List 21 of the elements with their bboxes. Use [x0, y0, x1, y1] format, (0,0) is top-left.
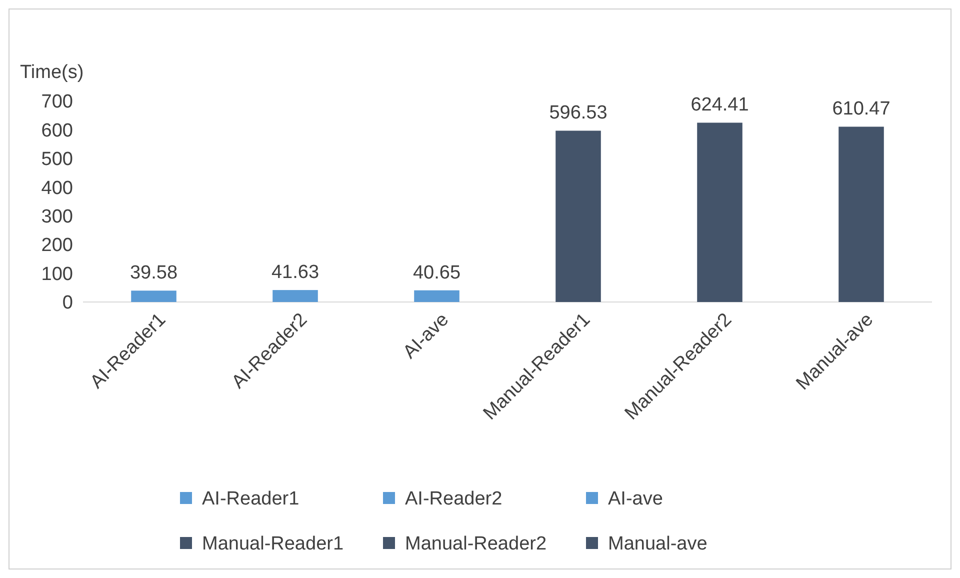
data-label: 41.63	[271, 262, 320, 284]
y-tick-label: 100	[41, 264, 73, 285]
y-tick-label: 300	[41, 206, 73, 228]
legend-label: Manual-Reader2	[405, 534, 547, 555]
legend-label: Manual-Reader1	[202, 534, 344, 555]
y-tick-label: 200	[41, 235, 73, 256]
y-tick-label: 600	[41, 120, 73, 142]
data-label: 39.58	[130, 262, 178, 284]
data-label: 610.47	[832, 98, 890, 120]
legend-label: AI-ave	[608, 488, 663, 510]
y-axis-title: Time(s)	[20, 62, 84, 83]
legend-label: AI-Reader1	[202, 488, 300, 510]
data-label: 624.41	[690, 94, 749, 116]
legend-label: AI-Reader2	[405, 488, 502, 510]
y-tick-label: 500	[41, 149, 73, 170]
y-tick-label: 0	[62, 292, 73, 314]
y-tick-label: 700	[41, 92, 73, 113]
data-label: 596.53	[549, 102, 608, 124]
y-tick-label: 400	[41, 178, 73, 199]
legend-label: Manual-ave	[608, 534, 708, 555]
data-label: 40.65	[412, 262, 461, 284]
